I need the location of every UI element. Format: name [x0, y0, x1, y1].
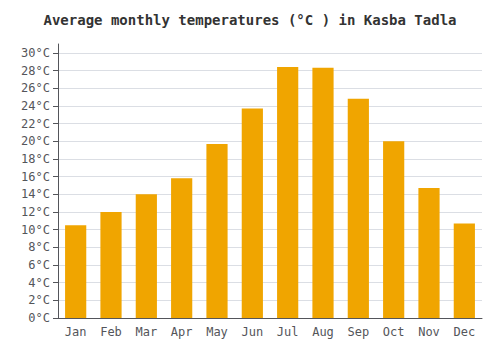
svg-text:4°C: 4°C [28, 276, 50, 290]
svg-text:14°C: 14°C [21, 187, 50, 201]
svg-text:Jun: Jun [241, 325, 263, 339]
svg-text:10°C: 10°C [21, 223, 50, 237]
svg-text:May: May [206, 325, 228, 339]
svg-text:28°C: 28°C [21, 64, 50, 78]
svg-text:24°C: 24°C [21, 99, 50, 113]
svg-text:Jul: Jul [277, 325, 299, 339]
svg-text:Average monthly temperatures (: Average monthly temperatures (°C ) in Ka… [43, 12, 456, 28]
svg-text:Dec: Dec [453, 325, 475, 339]
svg-text:Jan: Jan [65, 325, 87, 339]
svg-text:Sep: Sep [347, 325, 369, 339]
svg-text:18°C: 18°C [21, 152, 50, 166]
svg-text:2°C: 2°C [28, 293, 50, 307]
svg-text:Apr: Apr [171, 325, 193, 339]
svg-text:16°C: 16°C [21, 170, 50, 184]
svg-text:30°C: 30°C [21, 46, 50, 60]
svg-text:20°C: 20°C [21, 134, 50, 148]
svg-text:Oct: Oct [383, 325, 405, 339]
svg-text:12°C: 12°C [21, 205, 50, 219]
svg-text:Nov: Nov [418, 325, 440, 339]
svg-text:Mar: Mar [135, 325, 157, 339]
svg-text:8°C: 8°C [28, 240, 50, 254]
svg-text:6°C: 6°C [28, 258, 50, 272]
svg-text:0°C: 0°C [28, 311, 50, 325]
svg-text:Aug: Aug [312, 325, 334, 339]
svg-text:26°C: 26°C [21, 81, 50, 95]
svg-text:Feb: Feb [100, 325, 122, 339]
svg-text:22°C: 22°C [21, 117, 50, 131]
